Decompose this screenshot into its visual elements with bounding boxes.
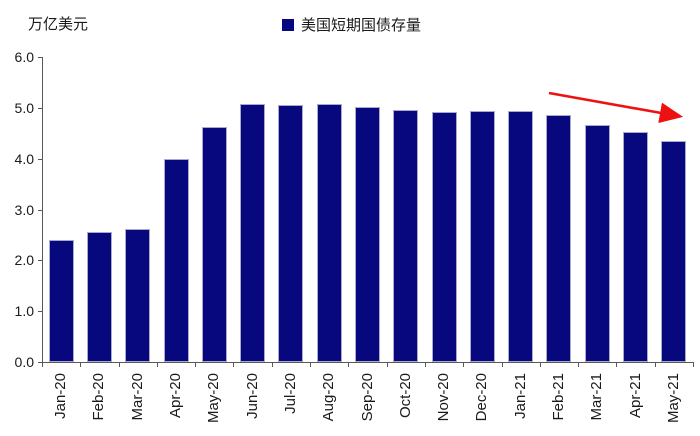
x-axis-label: Jul-20 — [282, 373, 299, 414]
y-axis-line — [42, 57, 43, 367]
x-axis-line — [42, 362, 693, 363]
bar-Oct-20 — [393, 110, 418, 362]
x-axis-tick — [310, 362, 311, 367]
y-axis-label: 0.0 — [14, 354, 34, 370]
x-axis-tick — [42, 362, 43, 367]
legend-swatch — [282, 18, 294, 31]
bar-Feb-20 — [87, 232, 112, 362]
x-axis-tick — [540, 362, 541, 367]
y-axis-label: 1.0 — [14, 303, 34, 319]
bar-Jan-20 — [49, 240, 74, 362]
x-axis-tick — [157, 362, 158, 367]
legend: 美国短期国债存量 — [282, 14, 421, 35]
bar-Aug-20 — [317, 104, 342, 362]
bar-May-20 — [202, 127, 227, 362]
y-axis-label: 2.0 — [14, 252, 34, 268]
y-axis-unit-label: 万亿美元 — [28, 16, 89, 33]
bar-Dec-20 — [470, 111, 495, 362]
y-axis-label: 4.0 — [14, 151, 34, 167]
bar-Apr-20 — [164, 159, 189, 362]
bar-Jan-21 — [508, 111, 533, 362]
bar-Feb-21 — [546, 115, 571, 362]
x-axis-tick — [195, 362, 196, 367]
y-axis-tick — [38, 159, 42, 160]
x-axis-tick — [463, 362, 464, 367]
x-axis-label: May-21 — [665, 373, 682, 424]
y-axis-tick — [38, 210, 42, 211]
x-axis-tick — [272, 362, 273, 367]
x-axis-tick — [655, 362, 656, 367]
y-axis-tick — [38, 57, 42, 58]
x-axis-tick — [387, 362, 388, 367]
bar-Jun-20 — [240, 104, 265, 362]
x-axis-tick — [80, 362, 81, 367]
bar-Nov-20 — [432, 112, 457, 362]
legend-label: 美国短期国债存量 — [301, 17, 422, 34]
x-axis-tick — [502, 362, 503, 367]
y-axis-tick — [38, 108, 42, 109]
x-axis-tick — [233, 362, 234, 367]
bar-Mar-21 — [585, 125, 610, 362]
y-axis-tick — [38, 362, 42, 363]
x-axis-tick — [616, 362, 617, 367]
bar-May-21 — [661, 141, 686, 362]
bar-Apr-21 — [623, 132, 648, 362]
x-axis-tick — [578, 362, 579, 367]
y-axis-tick — [38, 311, 42, 312]
y-axis-label: 3.0 — [14, 202, 34, 218]
x-axis-tick — [425, 362, 426, 367]
x-axis-tick — [348, 362, 349, 367]
y-axis-label: 5.0 — [14, 100, 34, 116]
x-axis-tick — [119, 362, 120, 367]
y-axis-tick — [38, 260, 42, 261]
bar-Sep-20 — [355, 107, 380, 362]
bar-Mar-20 — [125, 229, 150, 362]
x-axis-tick — [693, 362, 694, 367]
bar-Jul-20 — [278, 105, 303, 362]
y-axis-label: 6.0 — [14, 49, 34, 65]
